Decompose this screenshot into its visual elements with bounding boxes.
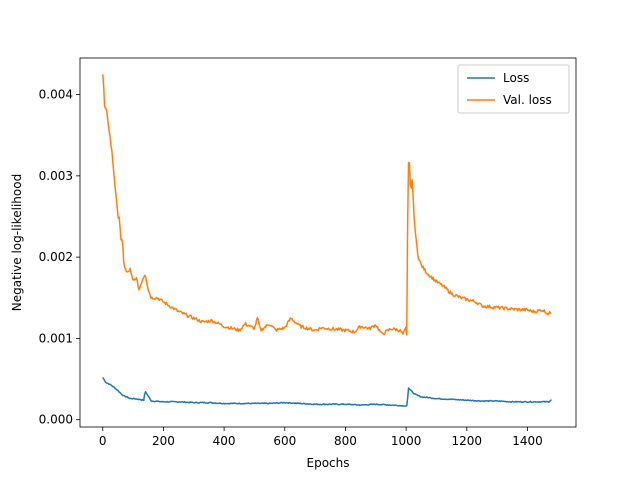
x-tick-label: 1400 bbox=[512, 434, 543, 448]
series-line-loss bbox=[102, 377, 552, 407]
y-axis-title: Negative log-likelihood bbox=[10, 174, 24, 311]
series-line-val-loss bbox=[102, 74, 552, 336]
x-tick-label: 0 bbox=[99, 434, 107, 448]
x-tick-label: 400 bbox=[213, 434, 236, 448]
legend-label-val-loss: Val. loss bbox=[503, 93, 552, 107]
x-tick-label: 1200 bbox=[452, 434, 483, 448]
y-tick-label: 0.002 bbox=[39, 250, 73, 264]
x-tick-label: 800 bbox=[334, 434, 357, 448]
x-axis-title: Epochs bbox=[307, 456, 350, 470]
y-tick-label: 0.003 bbox=[39, 169, 73, 183]
legend: Loss Val. loss bbox=[457, 64, 570, 114]
y-tick-label: 0.001 bbox=[39, 331, 73, 345]
x-axis: 0 200 400 600 800 1000 1200 1400 bbox=[99, 427, 543, 448]
x-tick-label: 1000 bbox=[391, 434, 422, 448]
y-axis: 0.000 0.001 0.002 0.003 0.004 bbox=[39, 88, 80, 427]
x-tick-label: 600 bbox=[273, 434, 296, 448]
legend-label-loss: Loss bbox=[503, 71, 529, 85]
legend-box bbox=[457, 64, 570, 114]
series-layer bbox=[102, 74, 552, 407]
axes-frame bbox=[79, 57, 577, 428]
x-tick-label: 200 bbox=[152, 434, 175, 448]
y-tick-label: 0.000 bbox=[39, 413, 73, 427]
y-tick-label: 0.004 bbox=[39, 88, 73, 102]
